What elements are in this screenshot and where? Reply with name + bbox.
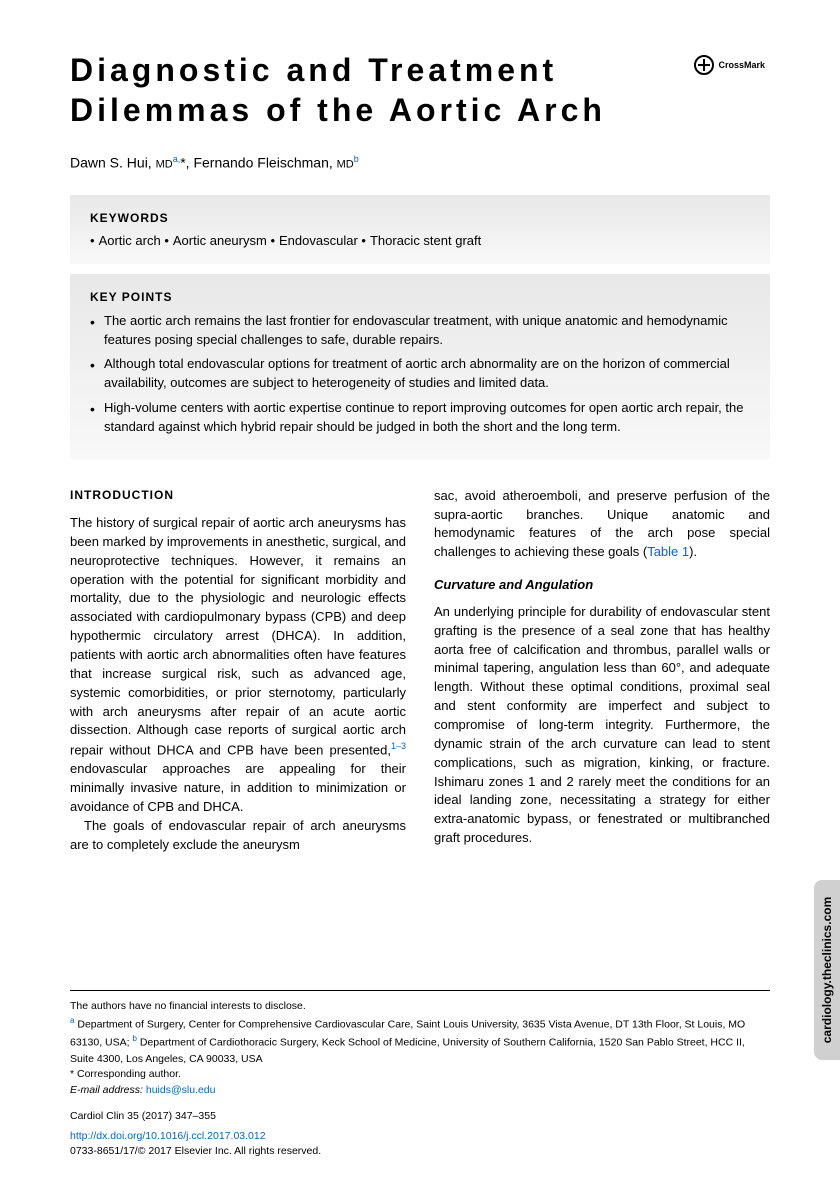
journal-citation: Cardiol Clin 35 (2017) 347–355 [70,1109,770,1125]
side-tab-label: cardiology.theclinics.com [820,897,834,1043]
keypoint-2: Although total endovascular options for … [90,355,750,393]
keyword-1: Aortic arch [99,233,161,248]
email-line: E-mail address: huids@slu.edu [70,1083,770,1099]
author-line: Dawn S. Hui, MDa,*, Fernando Fleischman,… [70,154,770,171]
keywords-box: KEYWORDS •Aortic arch •Aortic aneurysm •… [70,195,770,264]
intro-para-3: sac, avoid atheroemboli, and preserve pe… [434,487,770,562]
corresponding-note: * Corresponding author. [70,1067,770,1083]
affiliations: a Department of Surgery, Center for Comp… [70,1015,770,1067]
intro-para-1: The history of surgical repair of aortic… [70,514,406,817]
disclosure: The authors have no financial interests … [70,999,770,1015]
copyright: 0733-8651/17/© 2017 Elsevier Inc. All ri… [70,1144,770,1160]
keywords-list: •Aortic arch •Aortic aneurysm •Endovascu… [90,233,750,248]
crossmark-badge[interactable]: CrossMark [694,55,765,75]
table-1-ref[interactable]: Table 1 [647,544,689,559]
keyword-4: Thoracic stent graft [370,233,481,248]
email-label: E-mail address: [70,1084,146,1096]
article-title: Diagnostic and Treatment Dilemmas of the… [70,50,630,130]
curvature-para-1: An underlying principle for durability o… [434,603,770,848]
intro-heading: INTRODUCTION [70,487,406,504]
keypoint-1: The aortic arch remains the last frontie… [90,312,750,350]
citation-1-3[interactable]: 1–3 [391,741,406,751]
footer-block: The authors have no financial interests … [70,990,770,1160]
left-column: INTRODUCTION The history of surgical rep… [70,487,406,855]
crossmark-label: CrossMark [718,60,765,70]
author-2-affiliation: b [354,154,359,164]
right-column: sac, avoid atheroemboli, and preserve pe… [434,487,770,855]
doi-link[interactable]: http://dx.doi.org/10.1016/j.ccl.2017.03.… [70,1129,770,1145]
email-link[interactable]: huids@slu.edu [146,1084,216,1096]
keypoints-heading: KEY POINTS [90,290,750,304]
keypoints-box: KEY POINTS The aortic arch remains the l… [70,274,770,459]
author-2-name: Fernando Fleischman, [193,155,336,171]
side-tab[interactable]: cardiology.theclinics.com [814,880,840,1060]
aff-b-text: Department of Cardiothoracic Surgery, Ke… [70,1037,745,1065]
keypoint-3: High-volume centers with aortic expertis… [90,399,750,437]
keywords-heading: KEYWORDS [90,211,750,225]
author-1-cred: MD [156,159,173,171]
author-1-name: Dawn S. Hui, [70,155,156,171]
intro-para-2: The goals of endovascular repair of arch… [70,817,406,855]
body-columns: INTRODUCTION The history of surgical rep… [70,487,770,855]
keyword-2: Aortic aneurysm [173,233,267,248]
keyword-3: Endovascular [279,233,358,248]
keypoints-list: The aortic arch remains the last frontie… [90,312,750,437]
curvature-heading: Curvature and Angulation [434,576,770,595]
author-2-cred: MD [337,159,354,171]
crossmark-icon [694,55,714,75]
